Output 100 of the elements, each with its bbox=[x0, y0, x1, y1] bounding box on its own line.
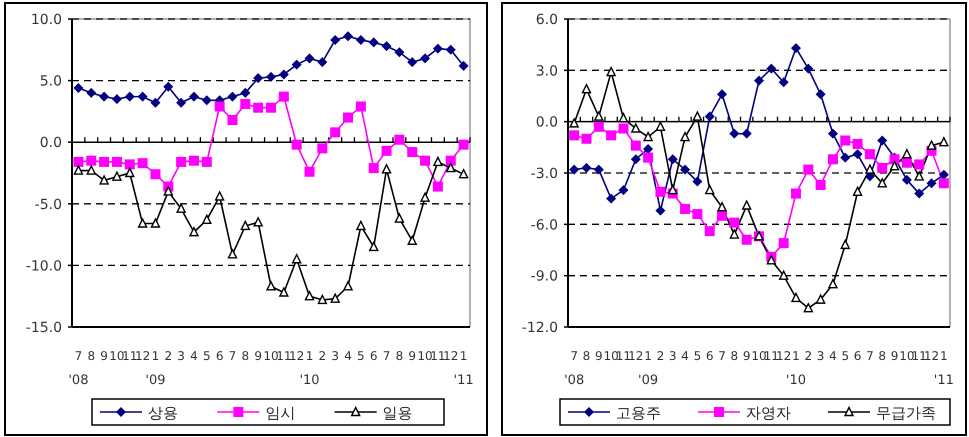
x-tick-label: 3 bbox=[668, 349, 677, 363]
x-tick-label: 8 bbox=[242, 349, 250, 363]
point bbox=[150, 98, 160, 108]
point bbox=[692, 176, 702, 187]
x-tick-label: 9 bbox=[100, 349, 108, 363]
point bbox=[304, 291, 314, 300]
point bbox=[278, 69, 289, 80]
point bbox=[890, 160, 900, 170]
x-tick-label: 7 bbox=[382, 349, 390, 363]
point bbox=[766, 255, 776, 264]
point bbox=[394, 134, 404, 145]
x-tick-label: 4 bbox=[829, 349, 837, 363]
point bbox=[618, 185, 628, 196]
x-tick-label: 4 bbox=[344, 349, 352, 363]
point bbox=[914, 159, 924, 170]
y-tick-label: 6.0 bbox=[536, 12, 558, 28]
point bbox=[766, 64, 776, 74]
point bbox=[914, 171, 924, 181]
point bbox=[356, 220, 366, 230]
point bbox=[202, 156, 212, 167]
point bbox=[189, 226, 199, 236]
point bbox=[840, 152, 850, 163]
point bbox=[717, 89, 728, 100]
point bbox=[840, 135, 850, 146]
point bbox=[852, 186, 862, 196]
point bbox=[99, 175, 109, 185]
x-tick-label: 2 bbox=[804, 349, 812, 363]
point bbox=[304, 53, 315, 64]
point bbox=[214, 191, 224, 201]
x-tick-label: 3 bbox=[816, 349, 824, 363]
point bbox=[790, 188, 801, 199]
point bbox=[394, 47, 404, 58]
point bbox=[253, 73, 264, 84]
point bbox=[368, 37, 379, 48]
point bbox=[717, 202, 727, 212]
point bbox=[778, 238, 789, 248]
x-tick-label: 5 bbox=[841, 349, 850, 363]
point bbox=[926, 178, 937, 188]
point bbox=[164, 186, 173, 196]
point bbox=[606, 130, 616, 140]
point bbox=[343, 31, 354, 42]
point bbox=[227, 115, 238, 126]
point bbox=[382, 41, 392, 52]
y-tick-label: -3.0 bbox=[530, 166, 558, 182]
point bbox=[902, 174, 912, 185]
point bbox=[668, 184, 678, 194]
point bbox=[112, 156, 122, 167]
point bbox=[330, 34, 340, 45]
point bbox=[382, 146, 392, 156]
y-tick-label: -6.0 bbox=[530, 217, 558, 234]
x-tick-label: 12 bbox=[289, 349, 304, 363]
x-tick-label: 6 bbox=[706, 349, 714, 363]
y-tick-label: 0.0 bbox=[536, 114, 558, 131]
point bbox=[317, 57, 328, 68]
y-tick-label: -10.0 bbox=[26, 258, 62, 274]
y-tick-label: 10.0 bbox=[30, 12, 62, 28]
point bbox=[368, 163, 379, 174]
x-tick-label: 8 bbox=[730, 349, 738, 363]
point bbox=[606, 66, 616, 76]
point bbox=[630, 140, 641, 151]
point bbox=[433, 156, 443, 166]
point bbox=[330, 127, 340, 138]
point bbox=[458, 169, 468, 178]
point bbox=[828, 128, 838, 139]
x-tick-label: 4 bbox=[190, 349, 198, 363]
point bbox=[816, 180, 826, 190]
point bbox=[594, 122, 604, 132]
point bbox=[704, 112, 715, 122]
x-tick-label: 12 bbox=[776, 349, 792, 363]
point bbox=[214, 101, 225, 112]
point bbox=[420, 53, 430, 64]
point bbox=[446, 162, 456, 172]
point bbox=[569, 118, 579, 128]
point bbox=[369, 242, 378, 252]
point bbox=[202, 214, 212, 224]
x-tick-label: 9 bbox=[742, 349, 750, 363]
x-tick-label: 6 bbox=[216, 349, 224, 363]
x-tick-label: 5 bbox=[202, 349, 211, 363]
point bbox=[382, 164, 392, 174]
x-tick-label: 5 bbox=[357, 349, 365, 363]
point bbox=[791, 292, 801, 302]
point bbox=[446, 44, 456, 55]
x-tick-label: 2 bbox=[318, 349, 326, 363]
point bbox=[804, 302, 813, 312]
point bbox=[618, 124, 628, 134]
point bbox=[729, 218, 740, 228]
legend-label: 고용주 bbox=[616, 404, 661, 422]
point bbox=[188, 92, 199, 102]
point bbox=[446, 156, 456, 166]
x-tick-label: 12 bbox=[134, 349, 150, 363]
point bbox=[680, 132, 690, 142]
point bbox=[86, 88, 96, 98]
x-tick-label: 7 '08 bbox=[68, 349, 88, 388]
x-tick-label: 10 bbox=[263, 349, 279, 363]
x-tick-label: 6 bbox=[370, 349, 378, 363]
point bbox=[150, 218, 160, 228]
point bbox=[926, 140, 936, 150]
y-tick-label: -5.0 bbox=[34, 196, 62, 213]
point bbox=[112, 171, 122, 181]
point bbox=[266, 281, 276, 291]
